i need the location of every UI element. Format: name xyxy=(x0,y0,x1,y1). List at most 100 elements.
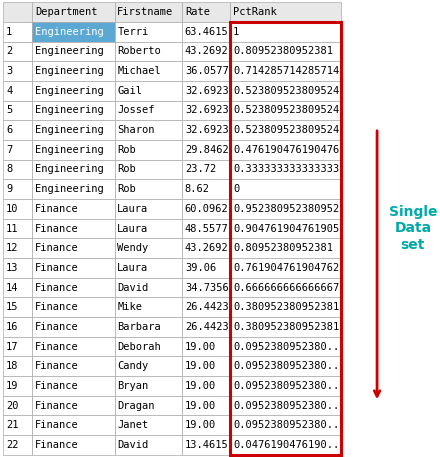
Text: 0.0476190476190...: 0.0476190476190... xyxy=(233,440,346,450)
Text: PctRank: PctRank xyxy=(233,7,277,17)
Text: Finance: Finance xyxy=(35,263,79,273)
Text: 0.904761904761905: 0.904761904761905 xyxy=(233,223,339,234)
Bar xyxy=(4,337,33,356)
Text: 0.714285714285714: 0.714285714285714 xyxy=(233,66,339,76)
Text: David: David xyxy=(117,282,149,292)
Bar xyxy=(114,140,182,159)
Bar xyxy=(182,42,231,61)
Text: Engineering: Engineering xyxy=(35,165,104,175)
Text: 43.2692: 43.2692 xyxy=(185,243,229,253)
Bar xyxy=(231,42,341,61)
Text: 29.8462: 29.8462 xyxy=(185,145,229,155)
Bar xyxy=(114,101,182,120)
Text: 17: 17 xyxy=(6,341,18,351)
Bar xyxy=(231,298,341,317)
Bar xyxy=(4,258,33,278)
Bar xyxy=(231,258,341,278)
Bar xyxy=(33,2,114,22)
Bar xyxy=(4,356,33,376)
Bar xyxy=(231,218,341,239)
Bar xyxy=(114,317,182,337)
Text: 36.0577: 36.0577 xyxy=(185,66,229,76)
Text: 63.4615: 63.4615 xyxy=(185,27,229,37)
Bar xyxy=(33,317,114,337)
Text: Finance: Finance xyxy=(35,420,79,430)
Bar xyxy=(33,258,114,278)
Text: Rob: Rob xyxy=(117,165,136,175)
Bar xyxy=(231,140,341,159)
Text: 2: 2 xyxy=(6,47,12,57)
Text: 26.4423: 26.4423 xyxy=(185,322,229,332)
Bar xyxy=(114,42,182,61)
Bar xyxy=(4,179,33,199)
Text: 4: 4 xyxy=(6,86,12,96)
Bar xyxy=(33,218,114,239)
Bar xyxy=(33,120,114,140)
Bar xyxy=(4,159,33,179)
Text: Finance: Finance xyxy=(35,322,79,332)
Bar xyxy=(4,415,33,435)
Text: Dragan: Dragan xyxy=(117,400,155,410)
Bar xyxy=(231,120,341,140)
Text: Finance: Finance xyxy=(35,400,79,410)
Bar xyxy=(4,101,33,120)
Bar xyxy=(4,376,33,396)
Text: 19.00: 19.00 xyxy=(185,400,216,410)
Text: 7: 7 xyxy=(6,145,12,155)
Bar xyxy=(4,298,33,317)
Text: 32.6923: 32.6923 xyxy=(185,86,229,96)
Text: 10: 10 xyxy=(6,204,18,214)
Bar xyxy=(114,120,182,140)
Bar xyxy=(114,61,182,81)
Bar xyxy=(182,61,231,81)
Bar xyxy=(182,298,231,317)
Text: 0: 0 xyxy=(233,184,239,194)
Text: 0.952380952380952: 0.952380952380952 xyxy=(233,204,339,214)
Bar xyxy=(231,356,341,376)
Text: Finance: Finance xyxy=(35,440,79,450)
Text: 26.4423: 26.4423 xyxy=(185,302,229,312)
Text: 0.80952380952381: 0.80952380952381 xyxy=(233,47,333,57)
Text: Engineering: Engineering xyxy=(35,27,104,37)
Text: 39.06: 39.06 xyxy=(185,263,216,273)
Text: Engineering: Engineering xyxy=(35,125,104,135)
Bar xyxy=(114,81,182,101)
Text: Finance: Finance xyxy=(35,381,79,391)
Text: 0.523809523809524: 0.523809523809524 xyxy=(233,106,339,116)
Text: 11: 11 xyxy=(6,223,18,234)
Text: Laura: Laura xyxy=(117,204,149,214)
Text: Engineering: Engineering xyxy=(35,184,104,194)
Text: 0.476190476190476: 0.476190476190476 xyxy=(233,145,339,155)
Text: 0.0952380952380...: 0.0952380952380... xyxy=(233,400,346,410)
Bar xyxy=(4,22,33,42)
Text: Rob: Rob xyxy=(117,145,136,155)
Bar xyxy=(33,199,114,218)
Bar xyxy=(182,120,231,140)
Bar xyxy=(114,376,182,396)
Bar xyxy=(182,2,231,22)
Bar xyxy=(4,435,33,455)
Text: David: David xyxy=(117,440,149,450)
Text: Wendy: Wendy xyxy=(117,243,149,253)
Text: 16: 16 xyxy=(6,322,18,332)
Text: 0.380952380952381: 0.380952380952381 xyxy=(233,322,339,332)
Bar xyxy=(182,356,231,376)
Bar xyxy=(114,179,182,199)
Bar xyxy=(4,140,33,159)
Text: 13.4615: 13.4615 xyxy=(185,440,229,450)
Text: Mike: Mike xyxy=(117,302,142,312)
Bar xyxy=(4,42,33,61)
Text: 0.666666666666667: 0.666666666666667 xyxy=(233,282,339,292)
Bar xyxy=(231,101,341,120)
Text: 8.62: 8.62 xyxy=(185,184,210,194)
Bar xyxy=(231,22,341,42)
Text: Single
Data
set: Single Data set xyxy=(389,205,437,252)
Bar xyxy=(182,278,231,298)
Text: Finance: Finance xyxy=(35,341,79,351)
Text: 6: 6 xyxy=(6,125,12,135)
Bar xyxy=(231,278,341,298)
Text: Terri: Terri xyxy=(117,27,149,37)
Bar xyxy=(4,120,33,140)
Bar xyxy=(182,435,231,455)
Bar xyxy=(231,337,341,356)
